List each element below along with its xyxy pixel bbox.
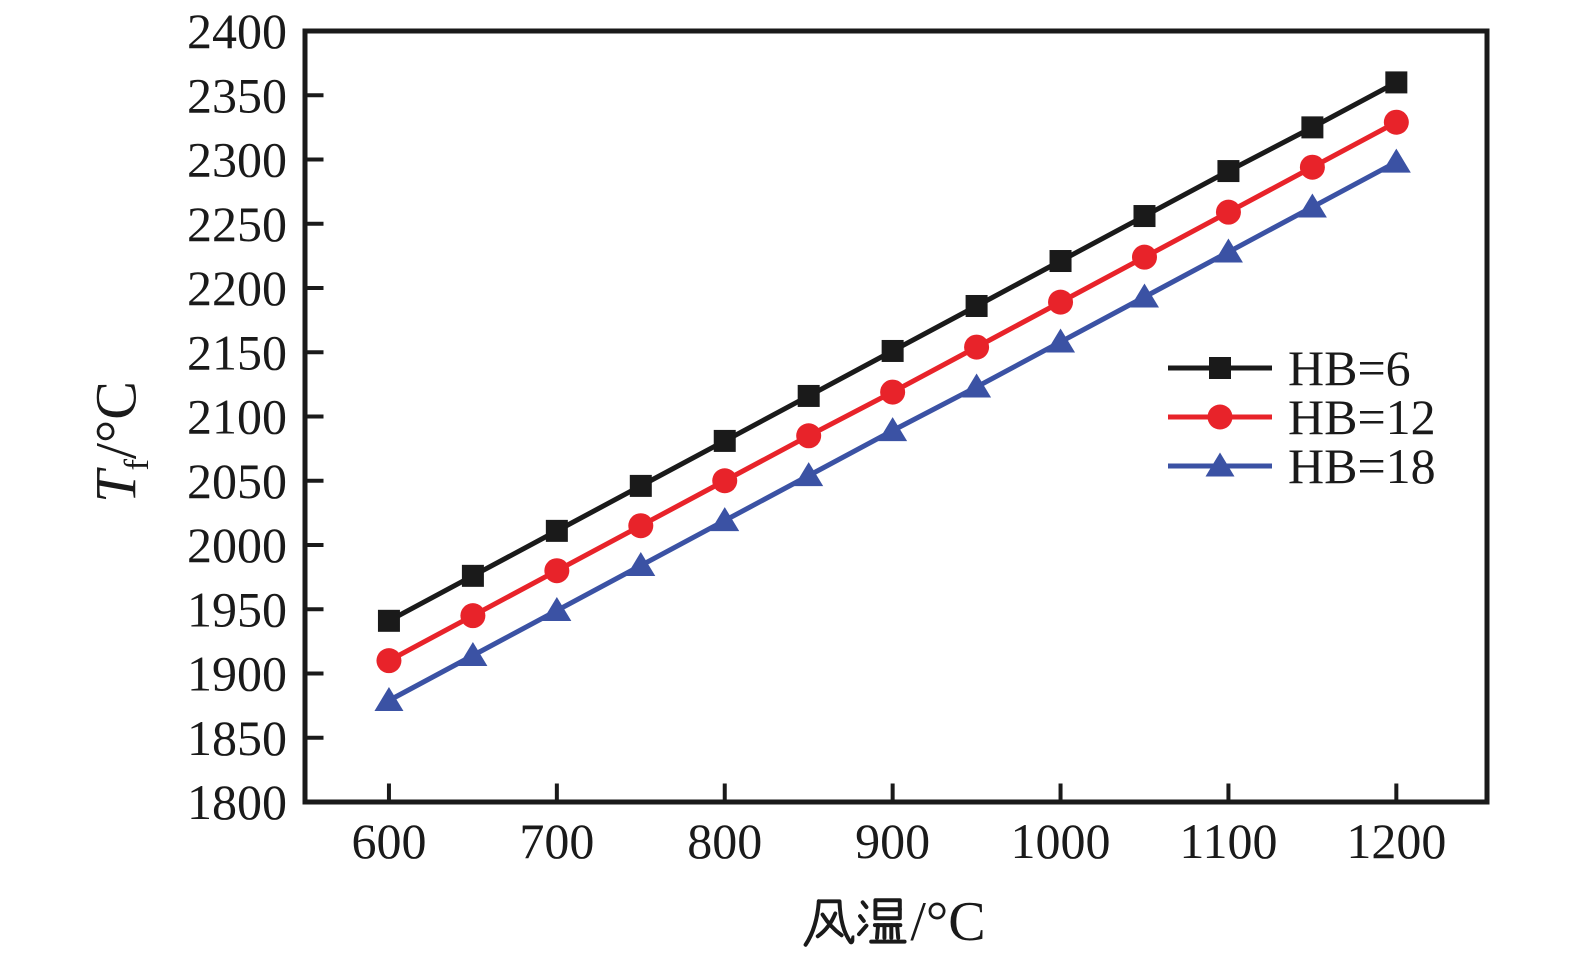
series-hb-18-marker	[542, 597, 572, 622]
series-hb-12-marker	[628, 513, 654, 539]
series-hb-12-marker	[796, 423, 822, 449]
series-hb-6-marker	[713, 429, 736, 452]
y-tick-label: 2200	[187, 260, 287, 316]
x-tick-label: 1200	[1346, 813, 1446, 869]
x-tick-label: 1000	[1011, 813, 1111, 869]
series-hb-18-marker	[1381, 148, 1411, 173]
series-hb-6-marker	[545, 519, 568, 542]
series-hb-12-marker	[964, 334, 990, 360]
legend-hb-18-marker	[1205, 452, 1235, 477]
series-hb-18-marker	[1297, 193, 1327, 218]
series-hb-18-marker	[1129, 283, 1159, 308]
y-tick-label: 2100	[187, 389, 287, 445]
series-hb-6-marker	[461, 564, 484, 587]
series-hb-18-marker	[626, 552, 656, 577]
series-hb-6-marker	[1301, 116, 1324, 139]
series-hb-18-marker	[878, 417, 908, 442]
legend-hb-6-label: HB=6	[1288, 340, 1411, 396]
series-hb-12-marker	[1299, 154, 1325, 180]
y-axis-variable: T	[83, 470, 149, 503]
cjk-wen-warm-glyph-icon	[857, 897, 907, 944]
y-axis-unit: /°C	[83, 381, 149, 460]
series-hb-6-marker	[881, 339, 904, 362]
series-hb-12-marker	[712, 468, 738, 494]
series-hb-18-marker	[710, 507, 740, 532]
series-hb-6-marker	[629, 474, 652, 497]
series-hb-6-marker	[1217, 160, 1240, 183]
y-tick-label: 2350	[187, 67, 287, 123]
y-tick-label: 1950	[187, 581, 287, 637]
y-axis-subscript: f	[117, 459, 157, 471]
y-tick-label: 1900	[187, 646, 287, 702]
series-hb-18-marker	[458, 642, 488, 667]
series-hb-18-marker	[1046, 328, 1076, 353]
y-axis-title: Tf/°C	[83, 381, 157, 503]
series-hb-12-marker	[1048, 289, 1074, 315]
series-hb-6-marker	[1385, 71, 1408, 94]
y-tick-label: 2150	[187, 324, 287, 380]
x-tick-label: 900	[855, 813, 930, 869]
series-hb-6-marker	[377, 609, 400, 632]
x-axis-title: /°C	[800, 890, 986, 954]
series-hb-12-marker	[1215, 199, 1241, 225]
x-tick-label: 800	[687, 813, 762, 869]
y-tick-label: 2050	[187, 453, 287, 509]
x-axis-unit: /°C	[910, 891, 986, 953]
legend-hb-12-label: HB=12	[1288, 389, 1436, 445]
series-hb-12-marker	[1383, 109, 1409, 135]
legend-hb-18-label: HB=18	[1288, 438, 1436, 494]
y-tick-label: 1850	[187, 710, 287, 766]
legend-hb-12-marker	[1207, 404, 1233, 430]
series-hb-18-marker	[794, 462, 824, 487]
series-hb-12-marker	[1131, 244, 1157, 270]
legend-hb-6-marker	[1209, 357, 1231, 379]
x-tick-label: 1100	[1179, 813, 1277, 869]
series-hb-18-marker	[962, 373, 992, 398]
y-tick-label: 1800	[187, 774, 287, 830]
y-tick-label: 2250	[187, 196, 287, 252]
x-tick-label: 700	[519, 813, 594, 869]
y-tick-label: 2300	[187, 132, 287, 188]
y-tick-label: 2000	[187, 517, 287, 573]
series-hb-6-marker	[965, 294, 988, 317]
series-hb-12-marker	[376, 648, 402, 674]
y-tick-label: 2400	[187, 3, 287, 59]
series-hb-6-marker	[797, 384, 820, 407]
series-hb-12-marker	[880, 379, 906, 405]
plot-frame	[302, 28, 1490, 805]
series-hb-6-marker	[1133, 205, 1156, 228]
series-hb-6-marker	[1049, 250, 1072, 273]
series-hb-18-marker	[374, 686, 404, 711]
series-hb-12-marker	[544, 558, 570, 584]
series-hb-12-marker	[460, 603, 486, 629]
cjk-feng-wind-glyph-icon	[803, 898, 855, 947]
series-hb-18-marker	[1213, 238, 1243, 263]
x-tick-label: 600	[351, 813, 426, 869]
